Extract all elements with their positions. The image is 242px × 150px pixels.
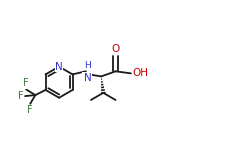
Text: F: F <box>23 78 29 88</box>
Text: N: N <box>55 62 63 72</box>
Text: F: F <box>18 91 23 101</box>
Text: F: F <box>27 105 33 115</box>
Text: H: H <box>84 61 91 70</box>
Text: N: N <box>83 73 91 83</box>
Text: O: O <box>111 44 120 54</box>
Text: OH: OH <box>132 68 148 78</box>
